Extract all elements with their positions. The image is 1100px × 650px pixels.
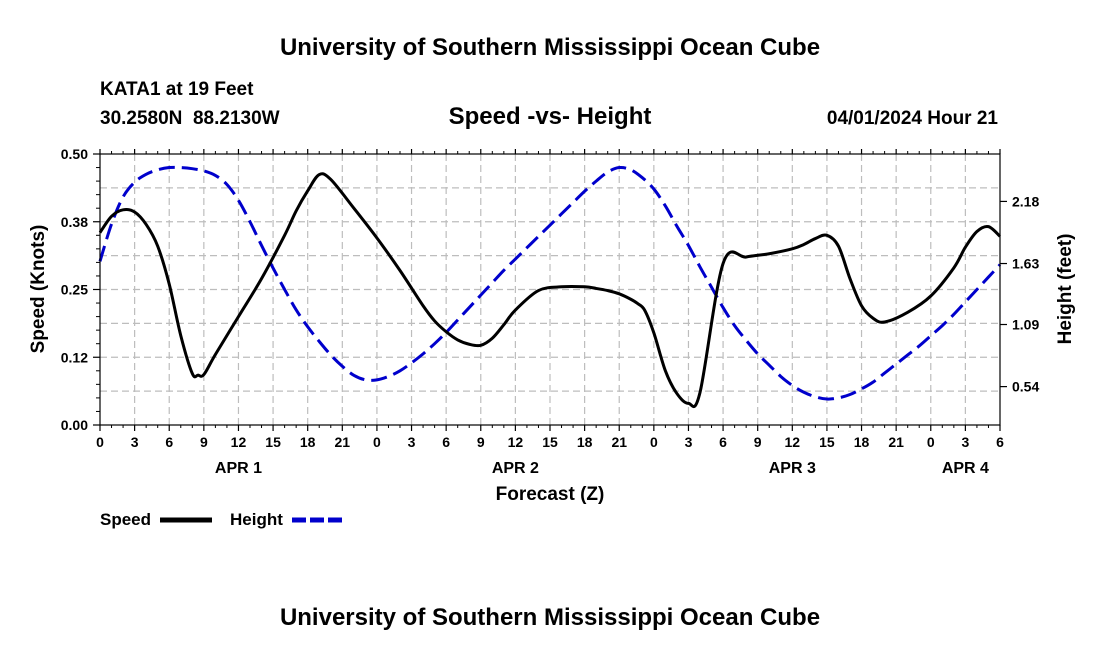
location-label: 30.2580N 88.2130W <box>100 108 280 129</box>
legend-height-label: Height <box>230 510 283 529</box>
chart-subtitle: Speed -vs- Height <box>449 103 652 130</box>
x-tick-label: 15 <box>542 434 558 450</box>
station-label: KATA1 at 19 Feet <box>100 79 254 100</box>
series-layer <box>98 165 1002 409</box>
x-tick-label: 0 <box>96 434 104 450</box>
chart-title: University of Southern Mississippi Ocean… <box>280 34 820 61</box>
legend-speed-label: Speed <box>100 510 151 529</box>
series-speed-line <box>98 172 1002 409</box>
x-tick-label: 9 <box>754 434 762 450</box>
x-tick-label: 6 <box>165 434 173 450</box>
x-tick-label: 0 <box>373 434 381 450</box>
x-tick-label: 12 <box>785 434 801 450</box>
series-height-line <box>98 165 1002 401</box>
y-left-tick-label: 0.12 <box>61 349 88 365</box>
x-day-label: APR 4 <box>942 460 989 477</box>
x-tick-label: 18 <box>577 434 593 450</box>
x-tick-label: 21 <box>335 434 351 450</box>
timestamp-label: 04/01/2024 Hour 21 <box>827 108 999 129</box>
y-left-tick-label: 0.00 <box>61 417 88 433</box>
x-tick-label: 18 <box>854 434 870 450</box>
x-tick-label: 6 <box>996 434 1004 450</box>
x-tick-label: 3 <box>961 434 969 450</box>
x-tick-label: 0 <box>927 434 935 450</box>
grid-lines <box>100 154 1000 425</box>
x-axis-label: Forecast (Z) <box>496 484 605 505</box>
y-right-tick-label: 2.18 <box>1012 193 1039 209</box>
x-tick-label: 21 <box>888 434 904 450</box>
y-axis-left-label: Speed (Knots) <box>28 225 49 354</box>
x-tick-label: 6 <box>442 434 450 450</box>
y-axis-right-label: Height (feet) <box>1055 234 1076 345</box>
x-tick-label: 18 <box>300 434 316 450</box>
y-right-tick-label: 0.54 <box>1012 379 1039 395</box>
x-tick-label: 3 <box>131 434 139 450</box>
x-tick-label: 12 <box>508 434 524 450</box>
x-day-label: APR 3 <box>769 460 816 477</box>
x-tick-label: 9 <box>200 434 208 450</box>
axes: 0.00 0.12 0.25 0.38 0.50 0.54 1.09 1.63 2.18 0 3 6 9… <box>61 146 1040 477</box>
x-tick-label: 3 <box>685 434 693 450</box>
x-tick-label: 15 <box>265 434 281 450</box>
x-tick-label: 15 <box>819 434 835 450</box>
x-tick-label: 12 <box>231 434 247 450</box>
x-tick-label: 3 <box>408 434 416 450</box>
y-right-tick-label: 1.09 <box>1012 317 1039 333</box>
x-tick-label: 6 <box>719 434 727 450</box>
y-right-tick-label: 1.63 <box>1012 256 1039 272</box>
y-left-tick-label: 0.25 <box>61 282 88 298</box>
x-tick-label: 9 <box>477 434 485 450</box>
x-tick-label: 0 <box>650 434 658 450</box>
x-day-label: APR 1 <box>215 460 262 477</box>
x-tick-label: 21 <box>611 434 627 450</box>
x-day-label: APR 2 <box>492 460 539 477</box>
y-left-tick-label: 0.38 <box>61 214 88 230</box>
footer-title: University of Southern Mississippi Ocean… <box>280 604 820 631</box>
legend: Speed Height <box>100 510 344 529</box>
y-left-tick-label: 0.50 <box>61 146 88 162</box>
